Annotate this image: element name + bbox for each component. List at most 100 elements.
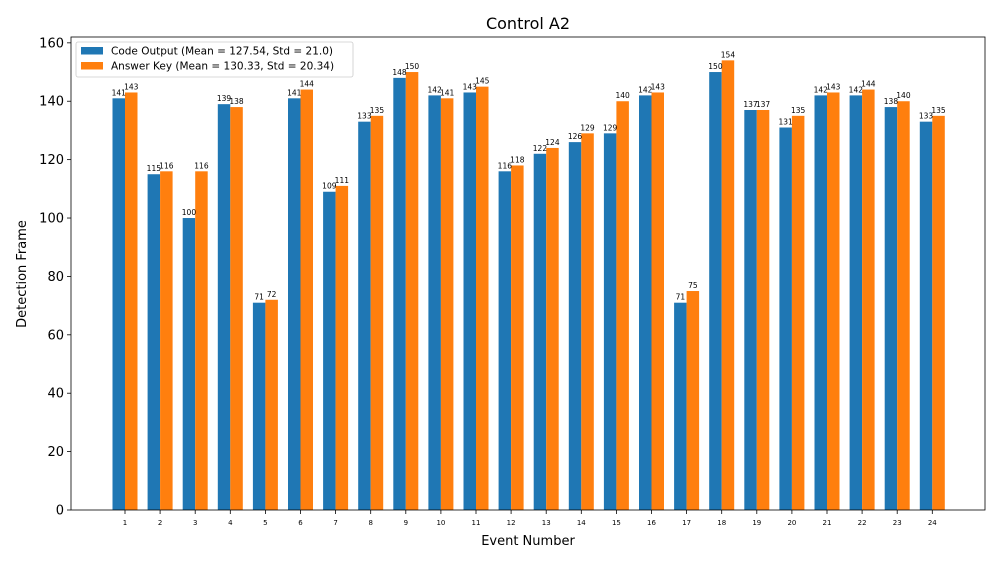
bar: [288, 98, 301, 510]
y-tick-label: 20: [47, 445, 64, 460]
data-label: 138: [229, 97, 244, 106]
bar: [112, 98, 125, 510]
x-tick-label: 12: [507, 519, 516, 527]
data-label: 144: [861, 80, 876, 89]
bar: [603, 133, 617, 510]
x-tick-label: 14: [577, 519, 586, 527]
bar: [709, 72, 722, 510]
data-label: 143: [651, 82, 666, 91]
data-label: 126: [568, 132, 583, 141]
bar: [721, 60, 735, 510]
bar: [147, 174, 161, 510]
data-label: 135: [791, 106, 806, 115]
data-label: 71: [676, 293, 686, 302]
bar: [862, 89, 875, 511]
data-label: 131: [778, 118, 793, 127]
data-label: 75: [688, 281, 698, 290]
y-tick-label: 40: [47, 387, 64, 402]
data-label: 133: [357, 112, 372, 121]
data-label: 116: [498, 161, 513, 170]
bar: [160, 171, 173, 510]
data-label: 115: [147, 164, 162, 173]
data-label: 109: [322, 182, 337, 191]
data-label: 72: [267, 290, 277, 299]
plot-frame: [70, 36, 986, 511]
legend-swatch: [81, 62, 103, 70]
data-label: 124: [545, 138, 560, 147]
x-tick-label: 3: [193, 519, 197, 527]
x-tick-label: 8: [368, 519, 372, 527]
legend-entry: Code Output (Mean = 127.54, Std = 21.0): [111, 46, 333, 58]
bar: [897, 101, 910, 511]
bar: [744, 109, 757, 510]
bar: [428, 95, 441, 510]
data-label: 143: [826, 82, 841, 91]
bars-layer: [112, 60, 945, 511]
bar: [568, 142, 582, 510]
x-tick-label: 5: [263, 519, 267, 527]
data-label: 142: [427, 85, 442, 94]
bar: [195, 171, 208, 510]
data-label: 135: [370, 106, 385, 115]
x-axis-label: Event Number: [481, 534, 575, 549]
data-label: 150: [405, 62, 420, 71]
bar: [932, 115, 945, 510]
data-label: 141: [112, 88, 127, 97]
x-tick-label: 20: [787, 519, 796, 527]
bar: [370, 115, 384, 510]
bar: [230, 107, 243, 511]
bar: [639, 95, 652, 510]
bar: [849, 95, 863, 510]
data-label: 133: [919, 112, 934, 121]
x-tick-label: 22: [858, 519, 867, 527]
bar: [125, 92, 138, 510]
bar: [252, 302, 266, 510]
bar: [651, 92, 664, 510]
bar: [300, 89, 313, 511]
data-label: 116: [194, 161, 209, 170]
x-tick-label: 1: [123, 519, 127, 527]
y-tick-label: 120: [39, 153, 64, 168]
data-label: 138: [884, 97, 899, 106]
data-label: 118: [510, 155, 525, 164]
legend-swatch: [81, 47, 103, 55]
data-label: 148: [392, 68, 407, 77]
bar: [884, 107, 898, 511]
bar: [498, 171, 512, 510]
bar: [581, 133, 594, 510]
legend: Code Output (Mean = 127.54, Std = 21.0) A…: [75, 41, 354, 78]
data-label: 142: [849, 85, 864, 94]
x-tick-label: 13: [542, 519, 551, 527]
data-label: 122: [533, 144, 548, 153]
x-tick-label: 6: [298, 519, 303, 527]
x-tick-label: 18: [717, 519, 726, 527]
x-tick-label: 9: [404, 519, 408, 527]
data-label: 116: [159, 161, 174, 170]
x-tick-label: 21: [823, 519, 832, 527]
x-tick-label: 7: [333, 519, 337, 527]
x-tick-label: 2: [158, 519, 162, 527]
bar: [779, 127, 792, 511]
data-label: 137: [756, 100, 771, 109]
bar: [393, 77, 406, 511]
legend-box: [75, 41, 354, 78]
data-label: 142: [638, 85, 653, 94]
data-label: 129: [580, 123, 595, 132]
legend-entry: Answer Key (Mean = 130.33, Std = 20.34): [111, 61, 334, 73]
bar: [756, 109, 770, 510]
bar: [827, 92, 840, 510]
bar: [358, 121, 371, 510]
bar: [791, 115, 805, 510]
x-tick-label: 24: [928, 519, 937, 527]
bar: [616, 101, 629, 511]
x-tick-label: 23: [893, 519, 902, 527]
bar: [814, 95, 827, 510]
bar: [511, 165, 524, 511]
bar: [476, 86, 489, 510]
chart-title: Control A2: [486, 14, 570, 33]
y-tick-label: 160: [39, 36, 64, 51]
bar: [265, 299, 278, 510]
